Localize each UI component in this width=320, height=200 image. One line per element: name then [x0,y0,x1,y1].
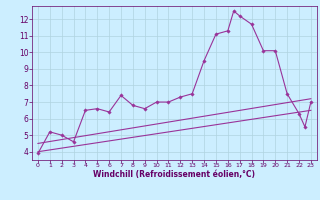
X-axis label: Windchill (Refroidissement éolien,°C): Windchill (Refroidissement éolien,°C) [93,170,255,179]
